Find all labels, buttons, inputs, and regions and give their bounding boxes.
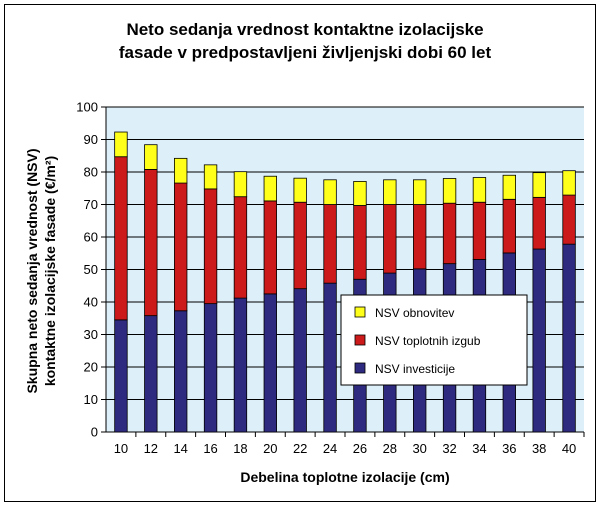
x-tick-label: 32 xyxy=(442,441,456,456)
chart-title-line-2: fasade v predpostavljeni življenjski dob… xyxy=(119,43,492,62)
legend: NSV obnovitev NSV toplotnih izgub NSV inve… xyxy=(340,294,528,386)
y-axis-title-line-2: kontaktne izolacijske fasade (€/m²) xyxy=(42,156,58,386)
legend-label: NSV investicije xyxy=(375,362,455,376)
y-tick-label: 100 xyxy=(76,100,98,115)
bar-segment xyxy=(174,157,188,184)
y-tick-label: 30 xyxy=(84,327,98,342)
bar-segment xyxy=(233,196,248,299)
y-tick-label: 20 xyxy=(84,360,98,375)
bar-segment xyxy=(532,196,546,250)
x-tick-label: 36 xyxy=(502,441,516,456)
x-axis-title: Debelina toplotne izolacije (cm) xyxy=(240,469,449,485)
bar-segment xyxy=(413,179,427,205)
bar-segment xyxy=(383,179,397,205)
bar-segment xyxy=(323,282,337,433)
bar-segment xyxy=(532,172,546,198)
y-tick-label: 60 xyxy=(84,230,98,245)
y-tick-label: 10 xyxy=(84,392,98,407)
bar-segment xyxy=(174,310,188,433)
y-tick-label: 90 xyxy=(84,132,98,147)
bar-segment xyxy=(293,288,307,433)
bar-segment xyxy=(562,194,576,245)
x-tick-label: 38 xyxy=(532,441,546,456)
bar-segment xyxy=(293,177,307,203)
x-tick-label: 10 xyxy=(114,441,128,456)
bar-segment xyxy=(472,201,487,260)
bar-segment xyxy=(562,170,576,196)
x-tick-label: 18 xyxy=(233,441,247,456)
bar-segment xyxy=(293,201,307,290)
legend-swatch xyxy=(354,306,366,318)
bar-segment xyxy=(144,144,158,170)
y-tick-label: 70 xyxy=(84,197,98,212)
bar-segment xyxy=(502,198,516,254)
bar-segment xyxy=(442,178,457,204)
bar-segment xyxy=(203,303,218,433)
bar-segment xyxy=(263,200,277,295)
bar-segment xyxy=(413,204,427,270)
x-tick-label: 40 xyxy=(562,441,576,456)
bar-segment xyxy=(323,204,337,284)
x-tick-label: 22 xyxy=(293,441,307,456)
bar-segment xyxy=(263,293,277,433)
y-tick-label: 50 xyxy=(84,262,98,277)
bar-segment xyxy=(562,243,576,433)
bar-segment xyxy=(532,248,546,433)
legend-label: NSV obnovitev xyxy=(375,306,454,320)
y-tick-label: 40 xyxy=(84,295,98,310)
x-tick-label: 12 xyxy=(144,441,158,456)
x-tick-label: 24 xyxy=(323,441,337,456)
y-tick-label: 0 xyxy=(91,425,98,440)
x-tick-label: 20 xyxy=(263,441,277,456)
y-axis-title-line-1: Skupna neto sedanja vrednost (NSV) xyxy=(24,148,40,393)
bar-segment xyxy=(323,179,337,205)
bar-segment xyxy=(174,182,188,312)
chart-frame: Neto sedanja vrednost kontaktne izolacij… xyxy=(4,4,596,502)
x-tick-label: 34 xyxy=(472,441,486,456)
bar-segment xyxy=(472,177,487,203)
chart-title-line-1: Neto sedanja vrednost kontaktne izolacij… xyxy=(126,20,483,39)
plot-area: 0 10 20 30 40 50 60 70 80 90 100 10 12 14 16 18 20 22 24 26… xyxy=(76,100,585,456)
legend-label: NSV toplotnih izgub xyxy=(375,334,481,348)
legend-swatch xyxy=(354,362,366,374)
x-tick-label: 14 xyxy=(173,441,187,456)
bar-segment xyxy=(353,181,367,206)
bar-segment xyxy=(144,168,158,317)
x-tick-label: 26 xyxy=(353,441,367,456)
x-tick-label: 30 xyxy=(412,441,426,456)
x-tick-label: 16 xyxy=(203,441,217,456)
bar-segment xyxy=(233,297,248,433)
bar-segment xyxy=(114,156,128,321)
bar-segment xyxy=(203,188,218,305)
bar-segment xyxy=(502,174,516,200)
bar-segment xyxy=(383,204,397,274)
bar-segment xyxy=(263,175,277,202)
bar-segment xyxy=(233,171,248,198)
bar-segment xyxy=(442,202,457,265)
stacked-bar-chart: Neto sedanja vrednost kontaktne izolacij… xyxy=(24,20,585,485)
bar-segment xyxy=(114,131,128,158)
bar-segment xyxy=(203,164,218,190)
bar-segment xyxy=(114,319,128,433)
bar-segment xyxy=(353,205,367,280)
x-tick-label: 28 xyxy=(383,441,397,456)
bar-segment xyxy=(144,315,158,433)
legend-box xyxy=(340,294,528,386)
y-tick-label: 80 xyxy=(84,165,98,180)
legend-swatch xyxy=(354,334,366,346)
